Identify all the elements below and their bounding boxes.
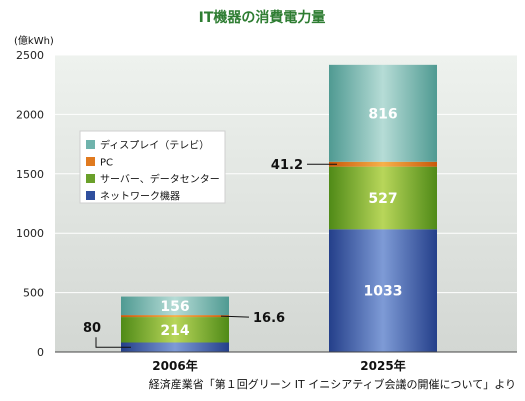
data-label: 80: [83, 321, 101, 336]
bar-stacks: [121, 64, 437, 352]
leader-label: 41.2: [271, 158, 337, 173]
category-label: 2006年: [152, 358, 197, 373]
data-labels: 80 214 16.6 156 1033 527 41.2 816: [83, 106, 403, 348]
legend-swatch: [86, 174, 95, 183]
y-tick-label: 2000: [16, 108, 44, 121]
bar-segment: [121, 296, 229, 316]
legend-swatch: [86, 157, 95, 166]
y-tick-label: 1500: [16, 168, 44, 181]
leader-label: 16.6: [220, 311, 285, 326]
y-tick-label: 1000: [16, 227, 44, 240]
data-label: 156: [160, 299, 189, 315]
legend-label: サーバー、データセンター: [100, 173, 220, 186]
data-label: 214: [160, 323, 189, 339]
data-label: 816: [368, 106, 397, 122]
leader-line: [220, 315, 250, 318]
legend-box: [79, 130, 226, 204]
data-label: 41.2: [271, 158, 303, 173]
leader-line: [95, 337, 131, 348]
bar-segment: [329, 229, 437, 352]
legend-label: PC: [100, 158, 113, 169]
data-label: 527: [368, 191, 397, 207]
y-axis-ticks: 0 500 1000 1500 2000 2500: [16, 49, 44, 359]
bar-segment: [121, 317, 229, 343]
category-label: 2025年: [360, 358, 405, 373]
data-label: 16.6: [253, 311, 285, 326]
y-axis-unit: (億kWh): [14, 34, 54, 47]
category-labels: 2006年 2025年: [152, 358, 405, 373]
source-note: 経済産業省「第１回グリーン IT イニシアティブ会議の開催について」より: [149, 377, 516, 391]
y-tick-label: 500: [23, 287, 44, 300]
bar-segment: [329, 166, 437, 230]
legend-swatch: [86, 140, 95, 149]
data-label: 1033: [364, 284, 403, 300]
y-tick-label: 2500: [16, 49, 44, 62]
legend-label: ネットワーク機器: [100, 190, 180, 203]
legend-swatch: [86, 191, 95, 200]
bar-segment: [121, 315, 229, 318]
y-tick-label: 0: [37, 346, 44, 359]
chart-title: IT機器の消費電力量: [199, 9, 326, 26]
bar-segment: [329, 161, 437, 167]
bar-segment: [329, 64, 437, 162]
leader-label: 80: [83, 321, 131, 348]
legend-label: ディスプレイ（テレビ）: [100, 139, 209, 152]
bar-segment: [121, 342, 229, 352]
